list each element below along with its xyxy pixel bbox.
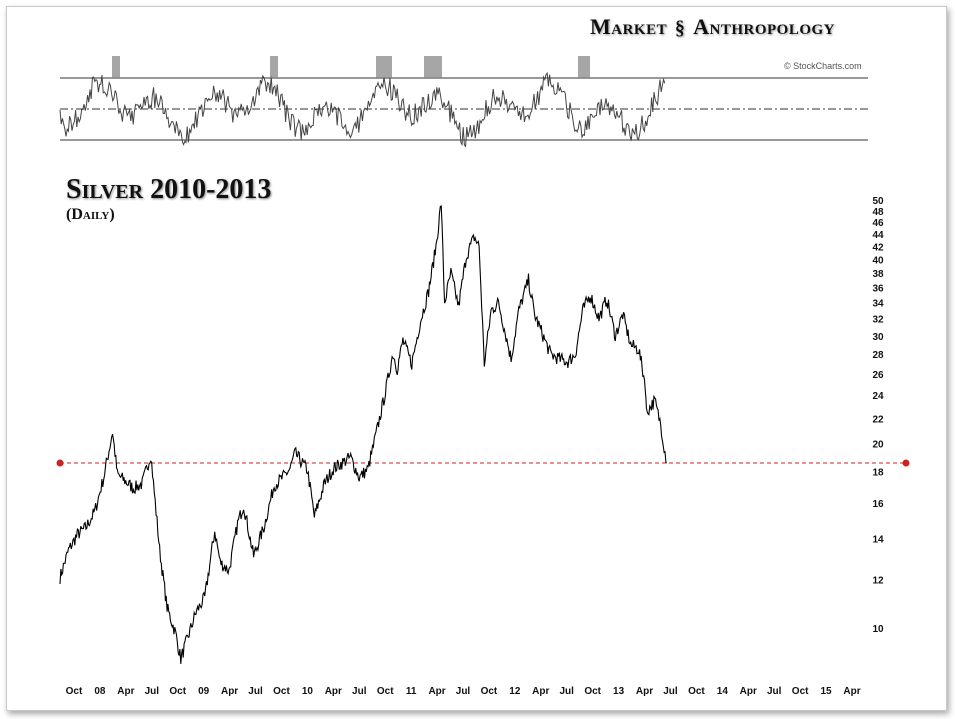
dna-helix-icon: § xyxy=(674,17,686,39)
x-tick-label: Oct xyxy=(792,686,809,697)
y-tick-label: 20 xyxy=(872,440,884,451)
y-tick-label: 30 xyxy=(872,332,884,343)
brand-logo: Market § Anthropology xyxy=(590,14,835,40)
y-tick-label: 42 xyxy=(872,242,884,253)
y-tick-label: 24 xyxy=(872,391,884,402)
x-tick-label: 14 xyxy=(717,686,729,697)
y-tick-label: 14 xyxy=(872,535,884,546)
x-tick-label: Apr xyxy=(428,686,445,697)
indicator-overbought-fill xyxy=(376,56,392,78)
x-tick-label: 11 xyxy=(406,686,417,697)
y-tick-label: 22 xyxy=(872,414,884,425)
brand-right-text: Anthropology xyxy=(693,14,836,39)
y-tick-label: 34 xyxy=(872,299,884,310)
y-tick-label: 10 xyxy=(872,624,884,635)
x-tick-label: 12 xyxy=(509,686,521,697)
x-tick-label: Apr xyxy=(636,686,653,697)
x-tick-label: Jul xyxy=(456,686,471,697)
indicator-overbought-fill xyxy=(112,56,120,78)
x-tick-label: Oct xyxy=(584,686,601,697)
y-tick-label: 18 xyxy=(872,468,884,479)
x-tick-label: Oct xyxy=(377,686,394,697)
price-series-line xyxy=(59,205,667,664)
indicator-overbought-fill xyxy=(578,56,590,78)
y-tick-label: 28 xyxy=(872,350,884,361)
y-tick-label: 44 xyxy=(872,230,884,241)
x-tick-label: Apr xyxy=(117,686,134,697)
x-tick-label: 10 xyxy=(302,686,314,697)
x-tick-label: Oct xyxy=(481,686,498,697)
x-tick-label: Jul xyxy=(767,686,782,697)
y-tick-label: 12 xyxy=(872,576,884,587)
y-tick-label: 40 xyxy=(872,255,884,266)
x-tick-label: Apr xyxy=(325,686,342,697)
x-tick-label: Oct xyxy=(169,686,186,697)
chart-frame xyxy=(6,6,947,711)
x-tick-label: Oct xyxy=(66,686,83,697)
indicator-overbought-fill xyxy=(424,56,442,78)
indicator-overbought-fill xyxy=(270,56,278,78)
x-tick-label: Apr xyxy=(221,686,238,697)
x-tick-label: Jul xyxy=(145,686,160,697)
x-tick-label: 08 xyxy=(94,686,106,697)
chart-title: Silver 2010-2013 xyxy=(66,174,272,205)
x-tick-label: Jul xyxy=(248,686,263,697)
indicator-oscillator-line xyxy=(59,71,666,148)
reference-line-right-dot xyxy=(902,459,910,467)
reference-line-left-dot xyxy=(56,459,64,467)
x-tick-label: Oct xyxy=(273,686,290,697)
x-tick-label: 13 xyxy=(613,686,625,697)
x-tick-label: Apr xyxy=(843,686,860,697)
y-tick-label: 38 xyxy=(872,269,884,280)
x-tick-label: Jul xyxy=(560,686,575,697)
x-tick-label: Oct xyxy=(688,686,705,697)
y-tick-label: 36 xyxy=(872,283,884,294)
y-tick-label: 50 xyxy=(872,196,884,207)
y-tick-label: 26 xyxy=(872,370,884,381)
x-tick-label: 15 xyxy=(821,686,833,697)
x-tick-label: 09 xyxy=(198,686,210,697)
y-tick-label: 16 xyxy=(872,499,884,510)
chart-subtitle: (Daily) xyxy=(66,206,115,223)
x-tick-label: Jul xyxy=(352,686,367,697)
y-tick-label: 32 xyxy=(872,315,884,326)
x-tick-label: Jul xyxy=(663,686,678,697)
y-tick-label: 46 xyxy=(872,218,884,229)
stockcharts-credit: © StockCharts.com xyxy=(784,61,862,71)
x-tick-label: Apr xyxy=(532,686,549,697)
brand-left-text: Market xyxy=(590,14,668,39)
y-tick-label: 48 xyxy=(872,207,884,218)
x-tick-label: Apr xyxy=(740,686,757,697)
